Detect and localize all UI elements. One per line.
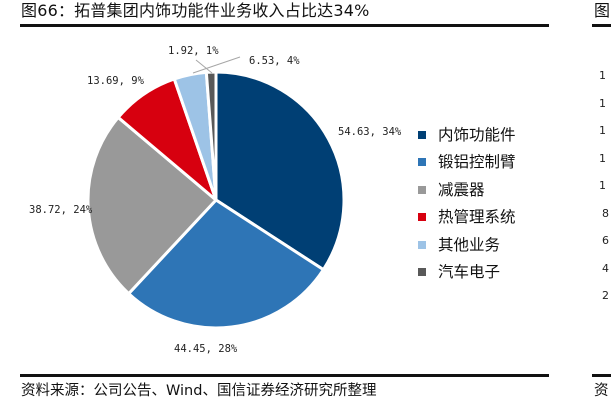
top-rule: [20, 24, 549, 27]
data-label-interior: 54.63, 34%: [338, 126, 402, 138]
data-label-shock: 38.72, 24%: [29, 204, 93, 216]
adjacent-bottom-rule: [592, 374, 611, 377]
legend-item-shock[interactable]: 减震器: [418, 176, 516, 204]
y-tick: 2: [602, 289, 609, 302]
bottom-rule: [20, 374, 549, 377]
pie-slices: [86, 70, 346, 330]
pie-slice-shock[interactable]: [86, 115, 218, 296]
y-tick: 1: [599, 96, 606, 110]
y-tick: 1: [599, 69, 606, 82]
legend-label: 汽车电子: [438, 263, 501, 282]
legend-swatch: [418, 130, 426, 139]
legend-label: 热管理系统: [438, 208, 516, 227]
y-tick: 1: [599, 124, 606, 137]
figure-source: 资料来源：公司公告、Wind、国信证券经济研究所整理: [21, 383, 377, 399]
legend-item-other[interactable]: 其他业务: [418, 231, 516, 259]
legend-label: 减震器: [438, 180, 485, 199]
legend-label: 其他业务: [438, 235, 501, 254]
data-label-thermal: 13.69, 9%: [87, 75, 145, 87]
leader-line-electronics: [195, 59, 213, 74]
y-tick: 1: [599, 179, 606, 192]
legend-swatch: [418, 158, 426, 167]
legend-swatch: [418, 240, 426, 249]
legend-item-forged-arm[interactable]: 锻铝控制臂: [418, 149, 516, 177]
leader-line-other: [192, 56, 241, 74]
legend: 内饰功能件 锻铝控制臂 减震器 热管理系统 其他业务 汽车电子: [418, 121, 516, 286]
legend-item-interior[interactable]: 内饰功能件: [418, 121, 516, 149]
leader-lines: [192, 56, 241, 74]
adjacent-figure-title: 图: [594, 1, 611, 20]
figure-title: 图66：拓普集团内饰功能件业务收入占比达34%: [21, 1, 370, 20]
data-label-electronics: 1.92, 1%: [168, 45, 219, 57]
legend-swatch: [418, 268, 426, 277]
adjacent-figure-source: 资: [594, 383, 609, 399]
data-labels: 54.63, 34% 44.45, 28% 38.72, 24% 13.69, …: [29, 45, 402, 355]
y-tick: 6: [602, 234, 609, 247]
legend-swatch: [418, 213, 426, 222]
data-label-other: 6.53, 4%: [249, 55, 300, 67]
data-label-forged-arm: 44.45, 28%: [174, 343, 238, 355]
legend-label: 锻铝控制臂: [438, 153, 516, 172]
adjacent-y-axis-ticks: 1 1 1 1 1 8 6 4 2: [599, 68, 609, 316]
adjacent-top-rule: [592, 24, 611, 27]
pie-slice-forged-arm[interactable]: [127, 198, 325, 330]
y-tick: 8: [602, 206, 609, 220]
legend-item-thermal[interactable]: 热管理系统: [418, 204, 516, 232]
legend-swatch: [418, 185, 426, 194]
legend-label: 内饰功能件: [438, 125, 516, 144]
legend-item-electronics[interactable]: 汽车电子: [418, 259, 516, 287]
y-tick: 4: [602, 261, 609, 275]
y-tick: 1: [599, 151, 606, 165]
